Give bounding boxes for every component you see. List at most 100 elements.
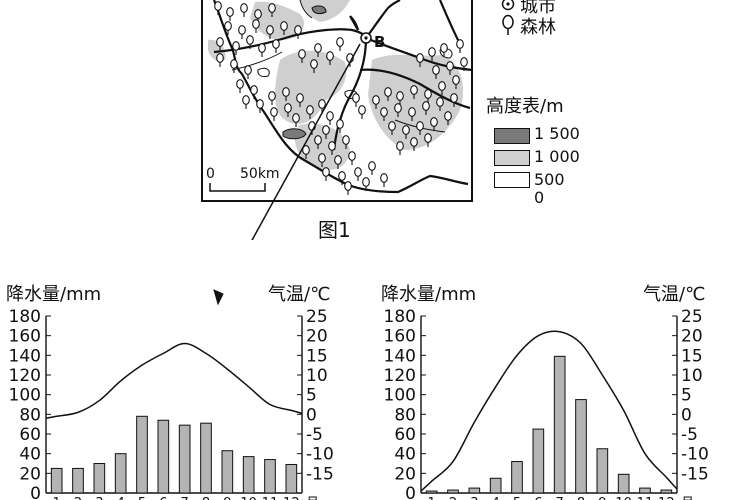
month-tick-label: 10 <box>615 496 632 500</box>
precip-tick-label: 20 <box>19 464 41 484</box>
month-tick-label: 1 <box>53 496 61 500</box>
month-tick-label: 11 <box>637 496 654 500</box>
forest-icon <box>358 105 366 119</box>
precip-bar <box>596 448 609 494</box>
precip-tick-label: 160 <box>384 327 416 347</box>
climate-chart-left: 降水量/mm 气温/℃180160140120100806040200252015… <box>6 284 334 500</box>
temp-tick-label: -10 <box>306 445 334 465</box>
precip-tick-label: 40 <box>394 445 416 465</box>
forest-icon <box>328 141 336 155</box>
precip-tick-label: 140 <box>9 346 41 366</box>
legend-forest-label: 森林 <box>520 17 556 38</box>
forest-icon <box>424 133 432 147</box>
month-tick-label: 3 <box>470 496 478 500</box>
precip-tick-label: 80 <box>19 405 41 425</box>
precip-tick-label: 80 <box>394 405 416 425</box>
forest-icon <box>230 59 238 73</box>
forest-icon <box>446 61 454 75</box>
region-map: B 0 50km <box>201 0 473 240</box>
forest-icon <box>410 85 418 99</box>
forest-icon <box>272 39 280 53</box>
forest-icon <box>244 65 252 79</box>
forest-icon <box>410 137 418 151</box>
precip-tick-label: 100 <box>9 386 41 406</box>
month-unit-label: 月 <box>681 496 694 500</box>
precip-bar <box>200 422 212 494</box>
temp-tick-label: 5 <box>306 386 317 406</box>
forest-icon <box>252 19 260 33</box>
elevation-level-500: 500 <box>534 170 565 189</box>
month-tick-label: 12 <box>283 496 300 500</box>
forest-icon <box>372 95 380 109</box>
forest-symbols <box>214 1 468 195</box>
precip-bar <box>136 415 148 494</box>
precip-tick-label: 20 <box>394 464 416 484</box>
precip-axis-title: 降水量/mm <box>6 284 101 305</box>
forest-icon <box>238 25 246 39</box>
forest-icon <box>416 53 424 67</box>
forest-icon <box>438 81 446 95</box>
precip-bar <box>489 477 502 494</box>
precip-tick-label: 140 <box>384 346 416 366</box>
forest-icon <box>294 25 302 39</box>
temp-tick-label: 25 <box>306 307 328 327</box>
legend-city-label: 城市 <box>520 0 556 17</box>
elevation-legend: 1 500 1 000 500 0 <box>494 124 604 207</box>
scale-zero: 0 <box>206 166 215 182</box>
forest-icon <box>502 14 514 35</box>
temperature-curve <box>420 330 678 492</box>
precip-tick-label: 120 <box>9 366 41 386</box>
forest-icon <box>444 111 452 125</box>
forest-icon <box>326 111 334 125</box>
forest-icon <box>336 119 344 133</box>
forest-icon <box>450 93 458 107</box>
forest-icon <box>354 167 362 181</box>
month-tick-label: 7 <box>181 496 189 500</box>
forest-icon <box>380 173 388 187</box>
forest-icon <box>452 75 460 89</box>
precip-bar <box>617 473 630 494</box>
forest-icon <box>342 135 350 149</box>
forest-icon <box>268 91 276 105</box>
climate-chart-right: 降水量/mm 气温/℃180160140120100806040200252015… <box>381 284 709 500</box>
map-lines <box>212 0 473 194</box>
precip-bar <box>285 463 298 494</box>
precip-bar <box>639 487 651 494</box>
month-tick-label: 4 <box>117 496 125 500</box>
month-tick-label: 5 <box>513 496 521 500</box>
forest-icon <box>428 47 436 61</box>
month-tick-label: 9 <box>598 496 606 500</box>
temp-tick-label: -15 <box>681 464 709 484</box>
forest-icon <box>380 107 388 121</box>
precip-bar <box>242 456 255 494</box>
forest-icon <box>216 53 224 67</box>
month-tick-label: 6 <box>159 496 167 500</box>
precip-tick-label: 0 <box>30 484 41 500</box>
elevation-swatch-500 <box>494 172 530 188</box>
precip-bar <box>93 463 106 494</box>
forest-icon <box>384 87 392 101</box>
temp-axis-title: 气温/℃ <box>643 284 705 305</box>
forest-icon <box>368 161 376 175</box>
forest-icon <box>396 91 404 105</box>
forest-icon <box>416 121 424 135</box>
city-b-marker <box>360 32 372 44</box>
temp-tick-label: 5 <box>681 386 692 406</box>
forest-icon <box>224 21 232 35</box>
month-tick-label: 1 <box>428 496 436 500</box>
precip-tick-label: 0 <box>405 484 416 500</box>
pointer-arrow <box>251 43 361 240</box>
forest-icon <box>242 95 250 109</box>
precip-tick-label: 60 <box>19 425 41 445</box>
precip-bar <box>425 490 438 494</box>
temp-tick-label: 0 <box>306 405 317 425</box>
month-tick-label: 4 <box>492 496 500 500</box>
precip-bar <box>660 489 673 494</box>
precip-bar <box>447 489 459 494</box>
forest-icon <box>422 101 430 115</box>
forest-icon <box>440 43 448 57</box>
temp-axis-title: 气温/℃ <box>268 284 330 305</box>
forest-icon <box>432 65 440 79</box>
forest-icon <box>348 151 356 165</box>
forest-icon <box>338 171 346 185</box>
